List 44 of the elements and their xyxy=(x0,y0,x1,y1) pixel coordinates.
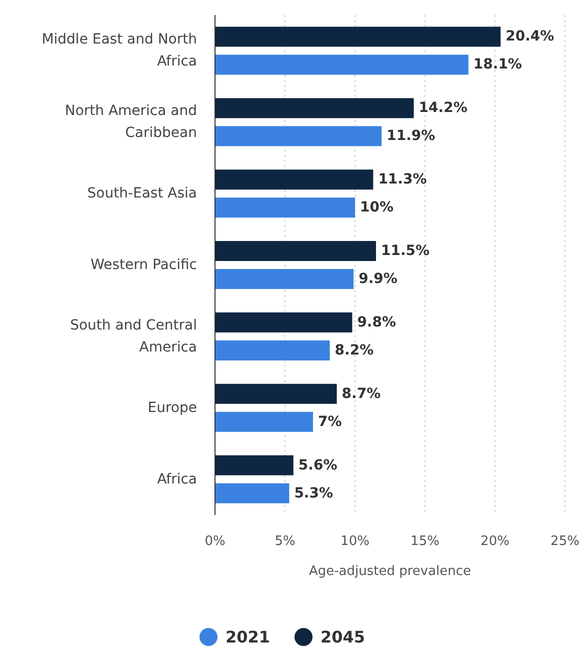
data-label: 5.3% xyxy=(294,485,334,502)
data-label: 5.6% xyxy=(298,457,338,474)
bar xyxy=(215,455,294,476)
y-tick-label: Middle East and North Africa xyxy=(42,32,197,70)
x-axis-title: Age-adjusted prevalence xyxy=(308,564,472,579)
legend-label: 2021 xyxy=(226,628,270,646)
bar xyxy=(215,170,374,190)
bar xyxy=(215,54,468,75)
bar xyxy=(215,312,352,332)
bar xyxy=(215,126,382,146)
y-tick-label: Western Pacific xyxy=(90,257,197,273)
bar xyxy=(215,241,376,261)
data-label: 7% xyxy=(318,414,342,430)
bar xyxy=(215,340,330,360)
x-tick-label: 20% xyxy=(480,534,510,549)
data-label: 20.4% xyxy=(506,28,554,45)
data-label: 11.3% xyxy=(378,172,427,188)
data-label: 11.5% xyxy=(381,243,430,259)
bar xyxy=(215,384,337,404)
legend-label: 2045 xyxy=(320,628,366,646)
y-tick-label: South and Central America xyxy=(70,317,197,356)
x-tick-label: 15% xyxy=(410,534,440,549)
data-label: 14.2% xyxy=(418,100,468,116)
data-label: 10% xyxy=(360,200,394,216)
x-tick-label: 0% xyxy=(204,534,226,549)
y-tick-label: Europe xyxy=(148,400,197,416)
data-label: 11.9% xyxy=(386,128,436,144)
y-tick-label: North America and Caribbean xyxy=(64,103,197,142)
data-label: 18.1% xyxy=(473,56,522,73)
y-tick-label: South-East Asia xyxy=(87,186,197,202)
x-tick-label: 25% xyxy=(550,534,580,549)
x-tick-label: 10% xyxy=(340,534,370,549)
bar xyxy=(215,483,290,504)
bar xyxy=(215,98,414,118)
bar xyxy=(215,26,501,47)
x-tick-label: 5% xyxy=(274,534,296,549)
y-tick-label: Africa xyxy=(157,471,197,488)
data-label: 8.2% xyxy=(334,342,374,358)
data-label: 8.7% xyxy=(342,386,381,402)
data-label: 9.8% xyxy=(357,314,396,330)
bar xyxy=(215,269,354,289)
data-label: 9.9% xyxy=(358,271,398,287)
bar xyxy=(215,198,355,218)
bar xyxy=(215,412,313,432)
